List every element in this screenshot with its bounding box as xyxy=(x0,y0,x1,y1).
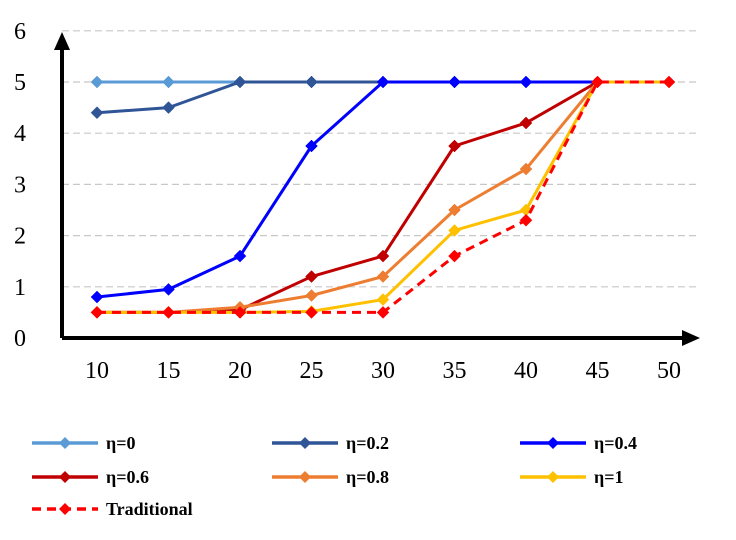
data-point-4-6 xyxy=(519,162,533,176)
x-tick-label: 40 xyxy=(514,358,538,384)
series-4 xyxy=(90,75,676,319)
y-tick-label: 0 xyxy=(14,326,26,352)
data-point-6-2 xyxy=(233,306,247,319)
x-tick-label: 30 xyxy=(371,358,395,384)
x-axis-arrow xyxy=(682,330,700,346)
legend-entry-6: Traditional xyxy=(32,499,193,519)
legend-swatch-marker xyxy=(59,437,71,449)
data-point-2-3 xyxy=(305,139,318,153)
data-point-6-5 xyxy=(448,249,461,263)
data-point-4-3 xyxy=(305,289,318,302)
legend-swatch-marker xyxy=(299,471,311,483)
legend-label: η=0.6 xyxy=(106,467,149,487)
data-point-6-0 xyxy=(90,306,104,319)
x-tick-label: 25 xyxy=(300,358,324,384)
data-point-0-1 xyxy=(162,75,175,89)
legend-label: η=0.8 xyxy=(346,467,389,487)
data-point-6-6 xyxy=(519,213,533,227)
legend-entry-3: η=0.6 xyxy=(32,467,149,487)
data-point-6-3 xyxy=(305,306,318,319)
data-point-2-2 xyxy=(233,249,247,263)
data-point-6-7 xyxy=(591,75,604,89)
data-point-3-4 xyxy=(376,249,390,263)
legend-entry-0: η=0 xyxy=(32,433,135,453)
legend-swatch-marker xyxy=(299,437,311,449)
y-tick-label: 2 xyxy=(14,224,26,250)
data-point-2-6 xyxy=(519,75,533,89)
data-point-2-0 xyxy=(90,290,104,304)
data-point-2-5 xyxy=(448,75,461,89)
data-point-1-1 xyxy=(162,101,175,114)
data-point-1-0 xyxy=(90,106,104,120)
axes xyxy=(54,32,700,346)
x-tick-label: 45 xyxy=(586,358,610,384)
x-tick-label: 15 xyxy=(157,358,181,384)
y-tick-label: 3 xyxy=(14,172,26,198)
data-point-4-5 xyxy=(448,203,461,217)
data-point-6-1 xyxy=(162,306,175,319)
y-tick-label: 1 xyxy=(14,275,26,301)
x-tick-label: 20 xyxy=(228,358,252,384)
legend-swatch-marker xyxy=(547,437,559,449)
data-point-2-1 xyxy=(162,283,175,296)
y-axis-arrow xyxy=(54,32,70,50)
legend-swatch-marker xyxy=(59,503,71,515)
y-tick-label: 5 xyxy=(14,70,26,96)
series-line-2 xyxy=(96,80,598,299)
data-point-6-8 xyxy=(662,75,676,89)
legend-label: η=0 xyxy=(106,433,135,453)
legend-label: η=0.2 xyxy=(346,433,389,453)
legend-label: η=0.4 xyxy=(594,433,637,453)
data-point-3-6 xyxy=(519,116,533,130)
legend: η=0 η=0.2 η=0.4 η=0.6 η=0.8 η=1 Traditional xyxy=(32,433,637,519)
legend-swatch-marker xyxy=(547,471,559,483)
legend-entry-4: η=0.8 xyxy=(272,467,389,487)
x-tick-label: 10 xyxy=(85,358,109,384)
data-point-2-4 xyxy=(376,75,390,89)
legend-entry-2: η=0.4 xyxy=(520,433,637,453)
data-point-1-3 xyxy=(305,75,318,89)
y-tick-label: 4 xyxy=(14,121,26,147)
legend-label: η=1 xyxy=(594,467,623,487)
gridlines xyxy=(62,30,698,288)
data-point-3-5 xyxy=(448,139,461,153)
y-tick-label: 6 xyxy=(14,19,26,45)
x-tick-label: 50 xyxy=(657,358,681,384)
data-point-4-4 xyxy=(376,270,390,283)
data-point-3-3 xyxy=(305,270,318,283)
data-point-0-0 xyxy=(90,75,104,89)
data-point-5-5 xyxy=(448,224,461,237)
legend-swatch-marker xyxy=(59,471,71,483)
data-point-1-2 xyxy=(233,75,247,89)
data-point-6-4 xyxy=(376,306,390,319)
legend-entry-1: η=0.2 xyxy=(272,433,389,453)
series-lines xyxy=(90,75,676,319)
legend-label: Traditional xyxy=(106,499,193,519)
data-point-5-4 xyxy=(376,293,390,306)
x-tick-label: 35 xyxy=(443,358,467,384)
legend-entry-5: η=1 xyxy=(520,467,623,487)
series-6 xyxy=(90,75,676,319)
